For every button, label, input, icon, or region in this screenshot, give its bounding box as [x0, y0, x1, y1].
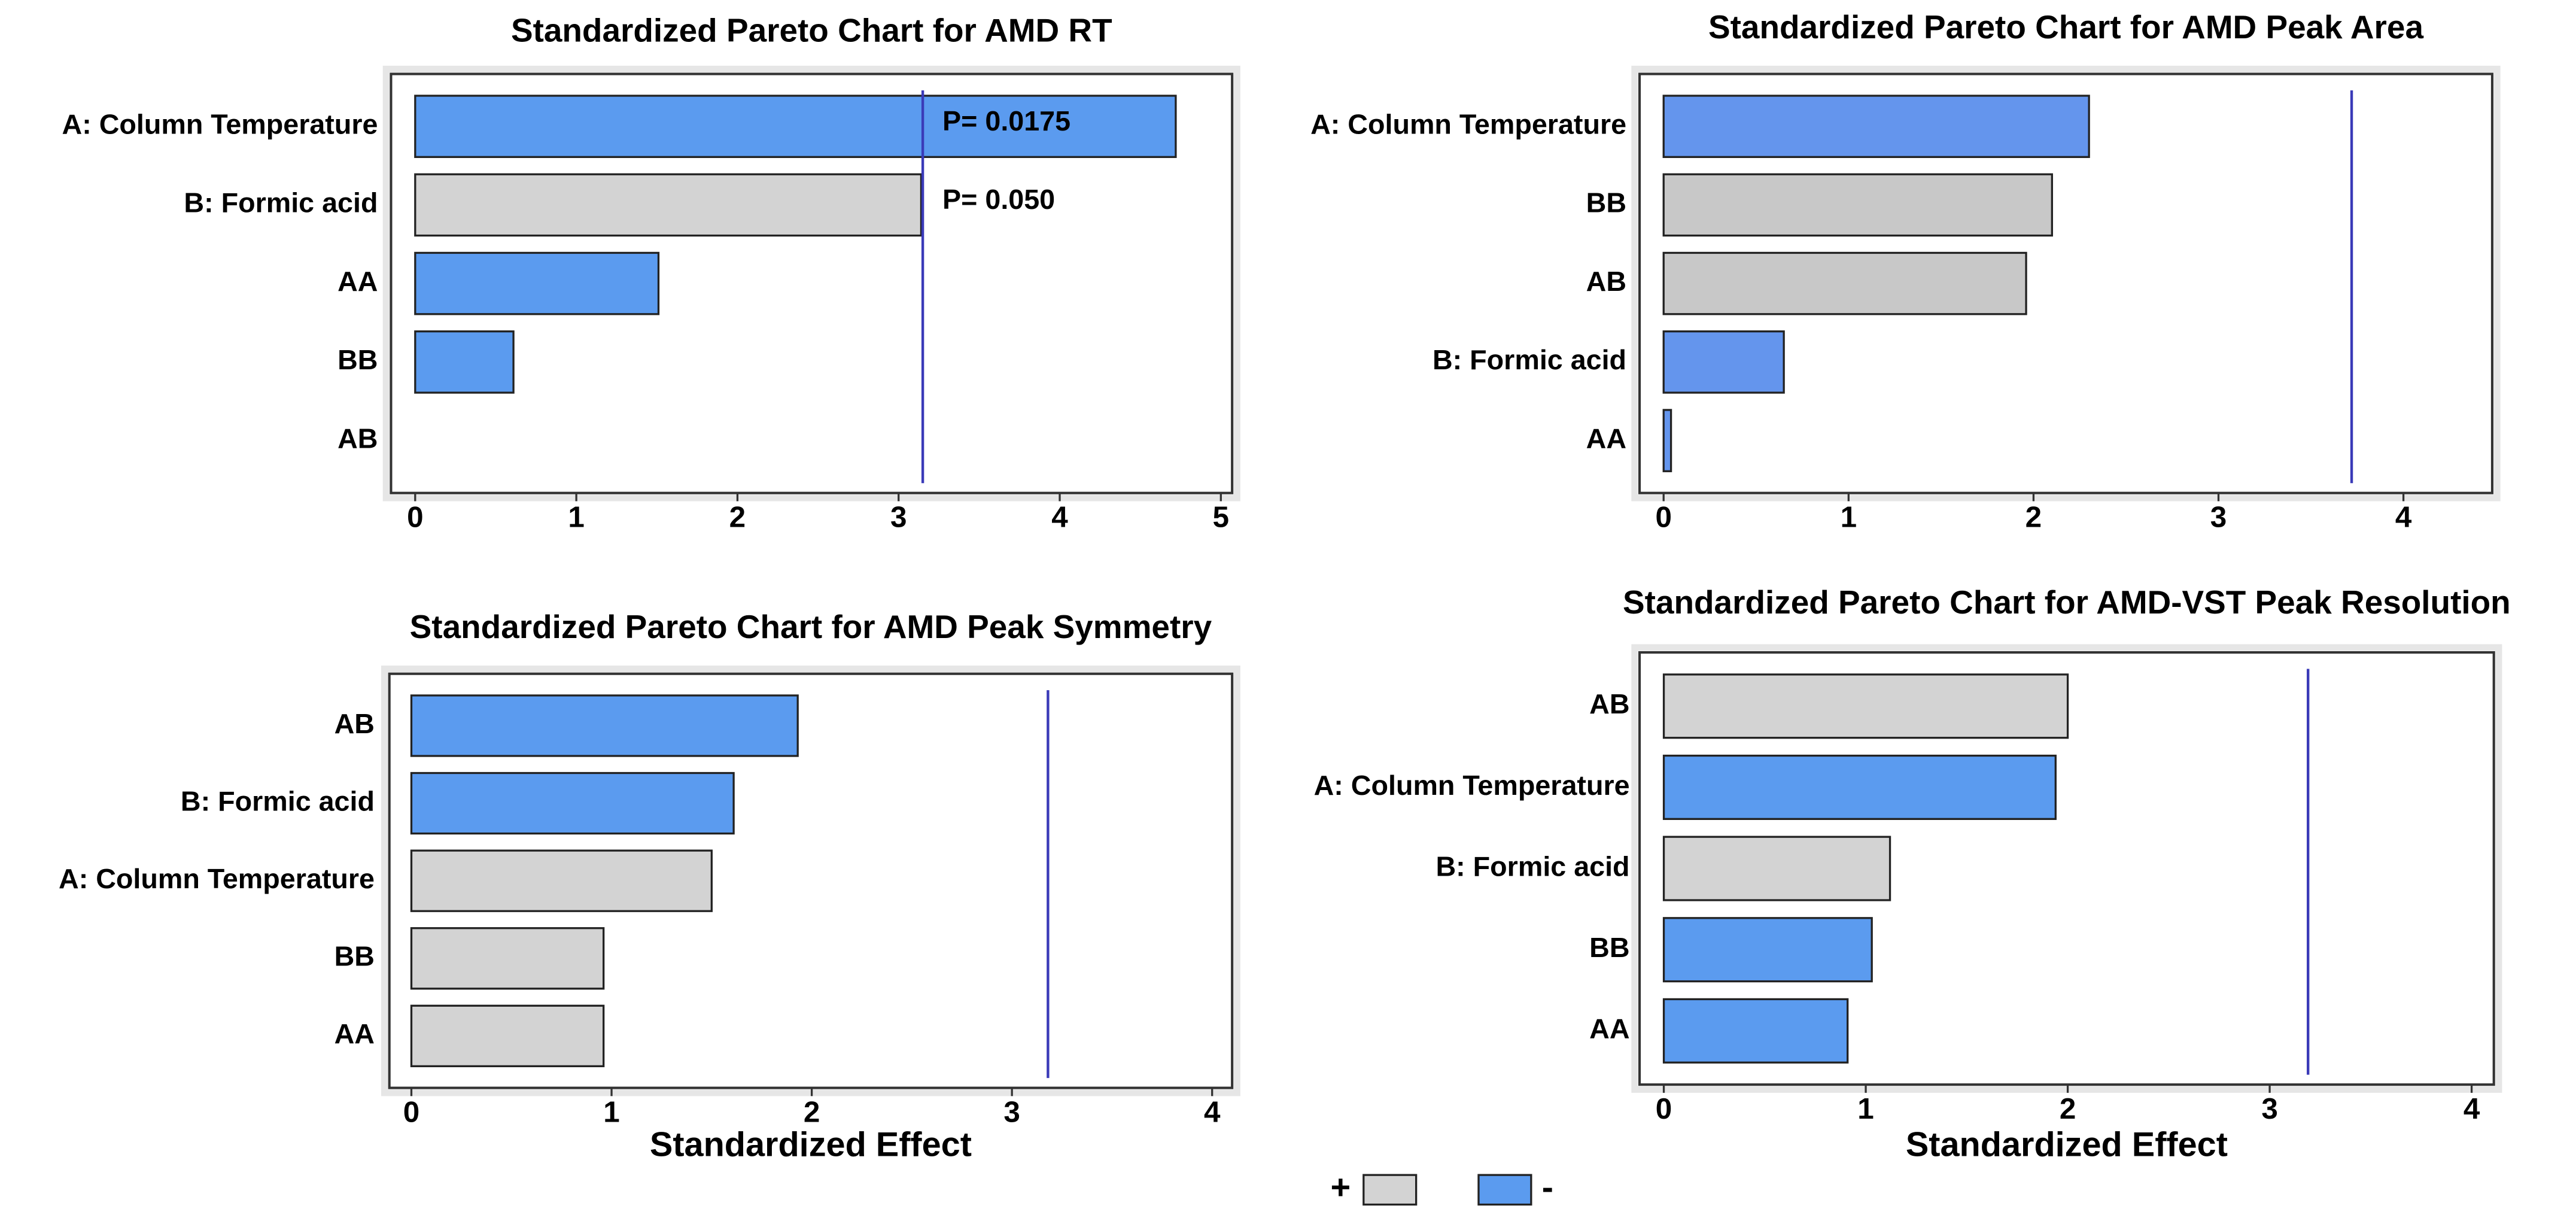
x-tick-label: 3	[2210, 501, 2227, 534]
plot-frame-shadow	[382, 65, 1240, 502]
category-label: A: Column Temperature	[1310, 108, 1626, 139]
category-label: B: Formic acid	[181, 785, 375, 816]
category-label: BB	[1586, 187, 1626, 218]
category-label: AA	[1589, 1013, 1629, 1044]
category-label: AA	[1586, 423, 1626, 454]
category-label: A: Column Temperature	[62, 108, 378, 139]
bar	[1662, 917, 1873, 983]
bar	[410, 927, 605, 990]
x-tick-label: 3	[2261, 1092, 2277, 1125]
bar	[1662, 409, 1672, 472]
chart-title: Standardized Pareto Chart for AMD Peak S…	[410, 608, 1212, 645]
category-label: BB	[337, 344, 378, 375]
x-tick-label: 1	[1857, 1092, 1874, 1125]
x-tick-label: 5	[1213, 501, 1229, 534]
bar	[1662, 330, 1785, 394]
x-tick-label: 0	[407, 501, 423, 534]
x-axis-label: Standardized Effect	[1906, 1126, 2228, 1164]
category-label: B: Formic acid	[1435, 851, 1629, 882]
bar	[410, 1004, 605, 1068]
category-label: AA	[334, 1018, 375, 1049]
bar	[410, 694, 799, 757]
bar	[1662, 998, 1849, 1064]
x-tick-label: 4	[1051, 501, 1068, 534]
category-label: AB	[334, 708, 375, 739]
legend-label: +	[1331, 1168, 1351, 1207]
x-tick-label: 1	[1841, 501, 1857, 534]
bar	[1662, 673, 2069, 739]
x-tick-label: 1	[603, 1096, 619, 1129]
annotation: P= 0.050	[942, 184, 1055, 215]
x-tick-label: 2	[2025, 501, 2042, 534]
category-label: A: Column Temperature	[59, 863, 375, 894]
bar	[414, 330, 515, 394]
annotation: P= 0.0175	[942, 105, 1070, 136]
bar	[1662, 836, 1891, 901]
bar	[1662, 173, 2053, 237]
category-label: B: Formic acid	[1433, 344, 1626, 375]
category-label: A: Column Temperature	[1314, 770, 1630, 801]
bar	[410, 849, 713, 912]
x-tick-label: 4	[2395, 501, 2412, 534]
x-tick-label: 2	[729, 501, 746, 534]
category-label: AB	[1589, 688, 1629, 719]
x-tick-label: 4	[1204, 1096, 1221, 1129]
bar	[410, 772, 735, 835]
x-tick-label: 3	[890, 501, 907, 534]
x-tick-label: 2	[2060, 1092, 2076, 1125]
chart-title: Standardized Pareto Chart for AMD-VST Pe…	[1623, 584, 2511, 621]
plot-frame-shadow	[381, 665, 1240, 1097]
category-label: BB	[1589, 932, 1629, 963]
bar	[1662, 95, 2090, 158]
x-tick-label: 3	[1003, 1096, 1020, 1129]
bar	[414, 95, 1177, 158]
bar	[414, 251, 660, 315]
bar	[1662, 754, 2057, 820]
category-label: AA	[337, 266, 378, 297]
category-label: B: Formic acid	[184, 187, 378, 218]
legend-label: -	[1542, 1168, 1553, 1207]
category-label: AB	[1586, 266, 1626, 297]
legend-swatch	[1477, 1174, 1532, 1206]
x-tick-label: 2	[804, 1096, 820, 1129]
chart-title: Standardized Pareto Chart for AMD Peak A…	[1708, 8, 2423, 45]
chart-title: Standardized Pareto Chart for AMD RT	[511, 11, 1112, 48]
bar	[1662, 251, 2027, 315]
bar	[414, 173, 923, 237]
x-tick-label: 0	[1655, 501, 1671, 534]
plot-frame-shadow	[1631, 644, 2502, 1093]
x-tick-label: 1	[568, 501, 584, 534]
x-tick-label: 4	[2464, 1092, 2480, 1125]
x-tick-label: 0	[403, 1096, 419, 1129]
category-label: BB	[334, 941, 375, 972]
x-tick-label: 0	[1656, 1092, 1672, 1125]
legend-swatch	[1362, 1174, 1418, 1206]
category-label: AB	[337, 423, 378, 454]
plot-frame-shadow	[1631, 65, 2501, 502]
x-axis-label: Standardized Effect	[650, 1126, 972, 1164]
